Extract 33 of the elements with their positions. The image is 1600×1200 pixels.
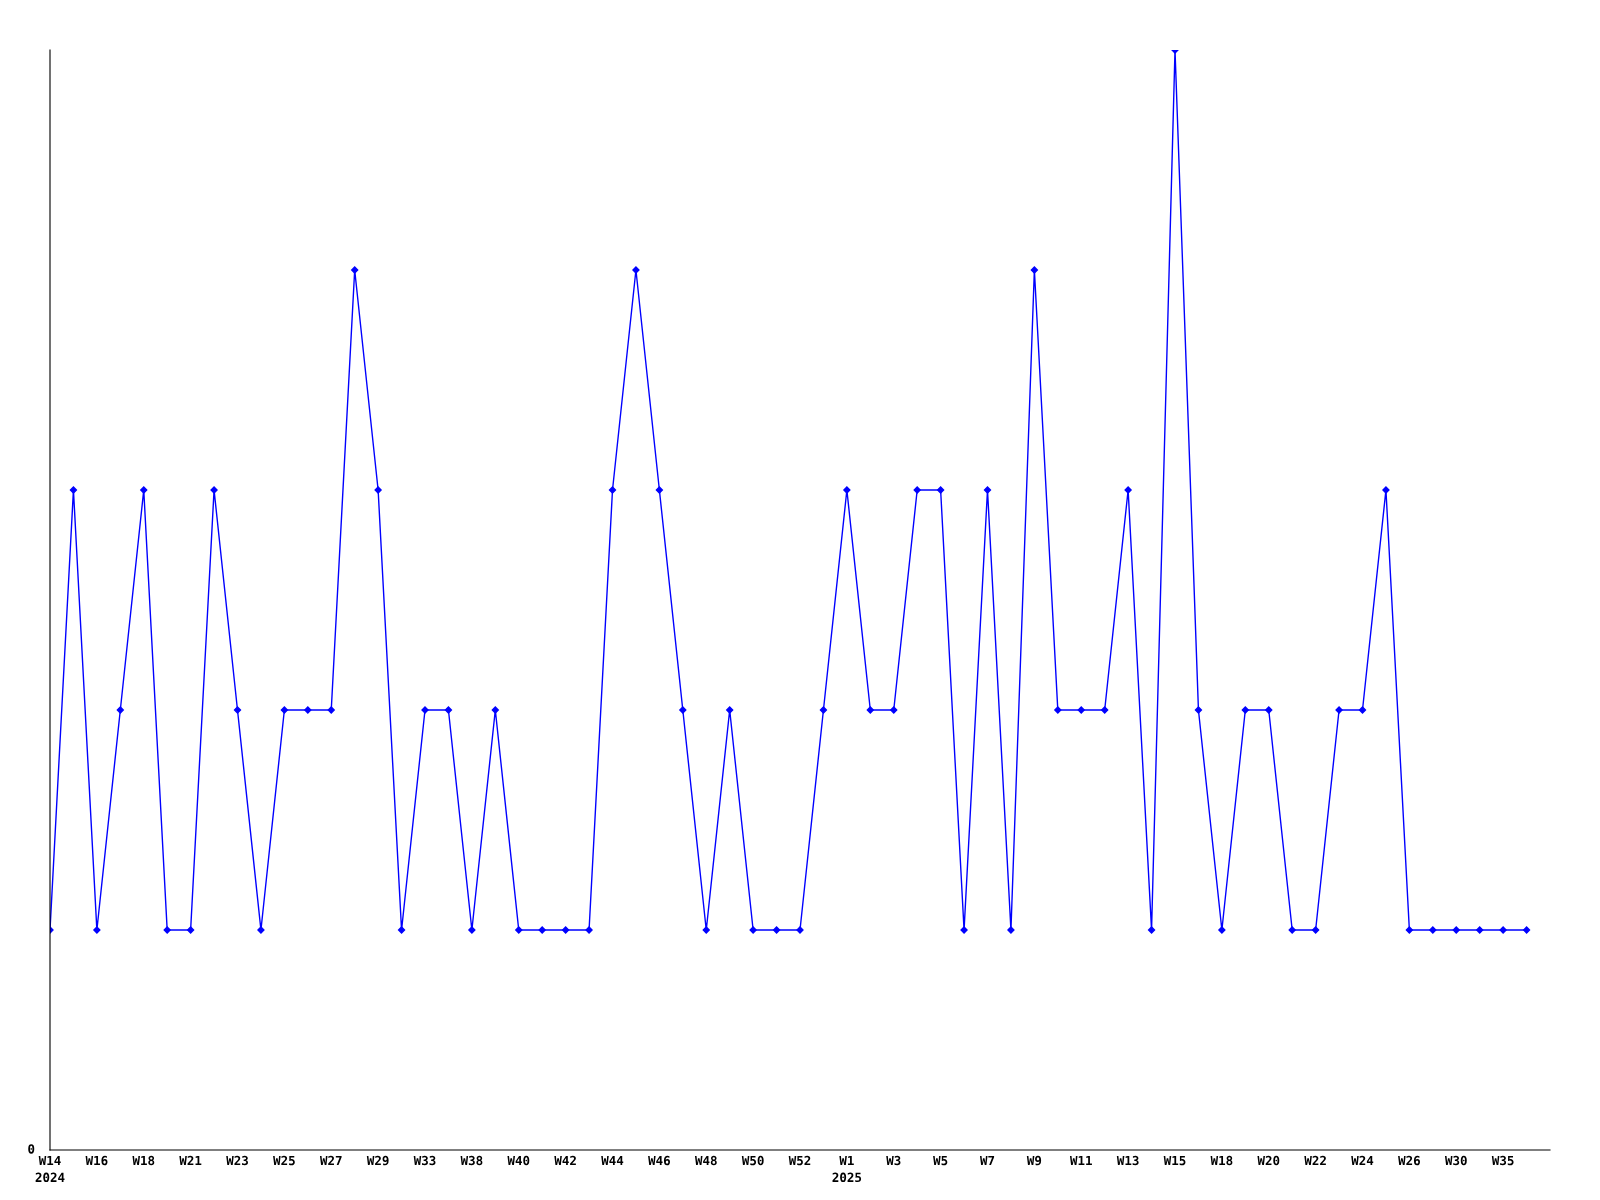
x-tick-label: W23 xyxy=(226,1155,248,1166)
text: 0 xyxy=(28,1144,35,1154)
x-tick-label: W44 xyxy=(601,1155,624,1166)
x-tick-label: W27 xyxy=(319,1155,342,1166)
x-tick-label: W18 xyxy=(132,1155,155,1166)
x-tick-label: W24 xyxy=(1351,1155,1374,1166)
x-tick-label: W42 xyxy=(554,1155,576,1166)
x-tick-label: W7 xyxy=(979,1155,995,1166)
x-tick-label: W48 xyxy=(694,1155,717,1166)
x-tick-label: W18 xyxy=(1210,1155,1233,1166)
x-tick-label: W35 xyxy=(1491,1155,1514,1166)
x-tick-label: W40 xyxy=(507,1155,530,1166)
x-tick-label: W26 xyxy=(1398,1155,1420,1166)
x-tick-label: W38 xyxy=(460,1155,483,1166)
x-tick-label: W9 xyxy=(1026,1155,1042,1166)
x-tick-label: W30 xyxy=(1444,1155,1467,1166)
x-tick-label: W15 xyxy=(1163,1155,1186,1166)
x-tick-label: W13 xyxy=(1116,1155,1139,1166)
x-tick-label: W29 xyxy=(366,1155,389,1166)
x-tick-label: W1 2025 xyxy=(832,1155,862,1183)
x-tick-label: W50 xyxy=(741,1155,764,1166)
x-tick-label: W21 xyxy=(179,1155,202,1166)
x-tick-label: W5 xyxy=(933,1155,948,1166)
x-tick-label: W11 xyxy=(1069,1155,1092,1166)
x-tick-label: W3 xyxy=(886,1155,901,1166)
x-tick-label: W33 xyxy=(413,1155,436,1166)
x-tick-label: W16 xyxy=(85,1155,108,1166)
x-tick-label: W20 xyxy=(1257,1155,1280,1166)
x-tick-label: W52 xyxy=(788,1155,811,1166)
x-tick-label: W46 xyxy=(648,1155,670,1166)
x-tick-label: W25 xyxy=(273,1155,295,1166)
x-tick-label: W14 2024 xyxy=(35,1155,65,1183)
x-tick-label: W22 xyxy=(1304,1155,1326,1166)
